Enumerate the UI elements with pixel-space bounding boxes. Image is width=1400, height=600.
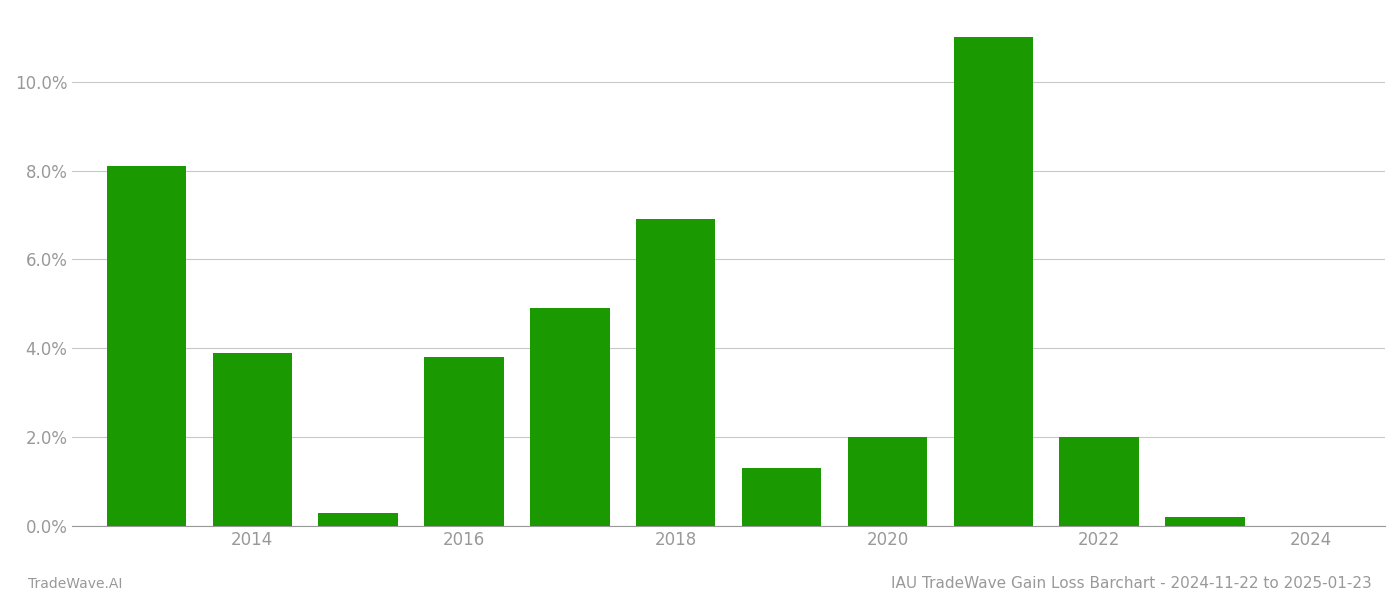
Bar — [742, 469, 822, 526]
Bar — [953, 37, 1033, 526]
Bar — [636, 220, 715, 526]
Text: IAU TradeWave Gain Loss Barchart - 2024-11-22 to 2025-01-23: IAU TradeWave Gain Loss Barchart - 2024-… — [892, 576, 1372, 591]
Bar — [318, 513, 398, 526]
Bar — [424, 357, 504, 526]
Bar — [106, 166, 186, 526]
Bar — [1060, 437, 1138, 526]
Text: TradeWave.AI: TradeWave.AI — [28, 577, 122, 591]
Bar — [848, 437, 927, 526]
Bar — [531, 308, 609, 526]
Bar — [1165, 517, 1245, 526]
Bar — [213, 353, 293, 526]
